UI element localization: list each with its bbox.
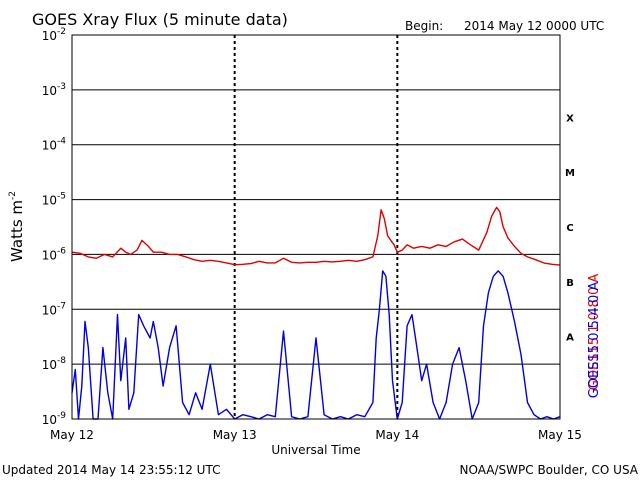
grid — [72, 34, 560, 420]
flare-class-label: C — [566, 223, 573, 234]
flare-class-label: B — [566, 278, 574, 289]
series-line-long — [71, 206, 561, 266]
flare-class-label: A — [566, 333, 574, 344]
y-axis-label-exponent: -2 — [8, 191, 18, 200]
x-tick-label: May 14 — [375, 428, 419, 442]
flare-class-label: X — [566, 113, 574, 124]
chart-title: GOES Xray Flux (5 minute data) — [32, 10, 288, 29]
begin-label: Begin: — [405, 19, 443, 33]
flare-class-label: M — [565, 168, 575, 179]
y-tick-label: 10-5 — [42, 192, 66, 208]
y-tick-label: 10-8 — [42, 356, 67, 372]
legend-short: GOES15 0.5-4.0 A — [587, 282, 602, 399]
svg-text:Watts m-2: Watts m-2 — [8, 191, 26, 262]
plot-area: 10-910-810-710-610-510-410-310-2 May 12 M… — [42, 27, 582, 442]
y-tick-label: 10-9 — [42, 411, 67, 427]
y-tick-label: 10-6 — [42, 246, 67, 262]
x-axis-label: Universal Time — [271, 443, 360, 457]
x-tick-label: May 13 — [213, 428, 257, 442]
y-tick-label: 10-3 — [42, 82, 66, 98]
plot-frame — [71, 34, 561, 420]
legend-short-text: GOES15 0.5-4.0 A — [587, 282, 602, 399]
x-tick-label: May 15 — [538, 428, 582, 442]
y-tick-label: 10-7 — [42, 301, 66, 317]
x-tick-labels: May 12 May 13 May 14 May 15 — [50, 428, 582, 442]
y-tick-label: 10-2 — [42, 27, 66, 43]
y-tick-labels: 10-9 10-8 10-7 10-6 10-5 10-4 10-3 10-2 — [42, 27, 67, 427]
series-line-short — [71, 270, 561, 420]
legend-long: GOES15 1.0-8.0 A — [587, 274, 602, 391]
begin-value: 2014 May 12 0000 UTC — [464, 19, 604, 33]
legend-long-text: GOES15 1.0-8.0 A — [587, 274, 602, 391]
footer-updated: Updated 2014 May 14 23:55:12 UTC — [2, 463, 220, 477]
y-axis-label: Watts m-2 — [8, 191, 26, 262]
footer-credit: NOAA/SWPC Boulder, CO USA — [460, 463, 639, 477]
x-tick-label: May 12 — [50, 428, 94, 442]
series-lines — [71, 206, 561, 420]
flare-class-labels: A B C M X — [565, 113, 575, 343]
y-tick-label: 10-4 — [42, 137, 67, 153]
y-axis-label-text: Watts m — [8, 200, 26, 262]
